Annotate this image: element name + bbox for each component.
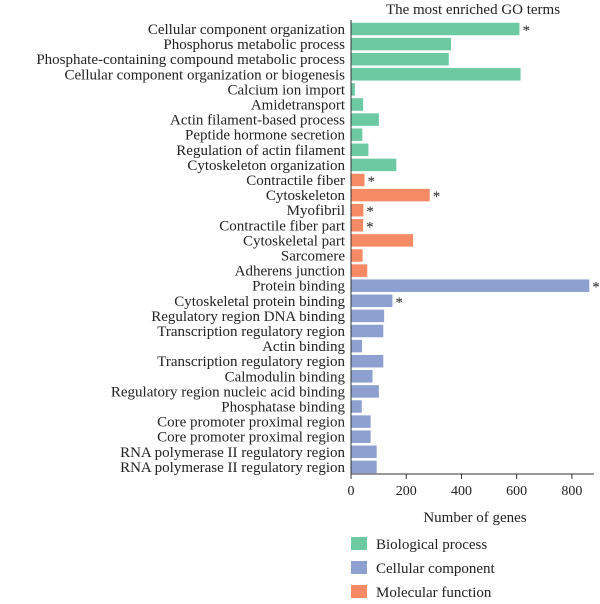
category-label: Actin binding — [262, 339, 345, 355]
bars-layer: ******* — [351, 22, 600, 474]
category-label: Sarcomere — [281, 249, 345, 265]
bar — [351, 158, 397, 172]
bar — [351, 143, 369, 157]
bar — [351, 279, 590, 292]
bar — [351, 68, 521, 81]
bar — [351, 203, 364, 217]
significance-marker: * — [366, 204, 374, 220]
bar — [351, 339, 363, 353]
category-label: Cytoskeleton — [266, 188, 346, 204]
category-label: Phosphorus metabolic process — [163, 37, 345, 53]
significance-marker: * — [368, 174, 376, 190]
category-label: Calmodulin binding — [225, 369, 346, 385]
bar — [351, 22, 520, 36]
category-label: Cytoskeleton organization — [187, 158, 345, 174]
legend-label: Cellular component — [376, 561, 496, 577]
significance-marker: * — [592, 280, 600, 296]
bar — [351, 37, 451, 51]
bar — [351, 234, 414, 247]
category-label: Cellular component organization or bioge… — [65, 67, 346, 83]
category-label: Calcium ion import — [228, 82, 346, 98]
bar — [351, 52, 449, 66]
bar — [351, 309, 385, 323]
x-tick-label: 200 — [396, 484, 417, 499]
bar — [351, 400, 362, 413]
x-axis: 0 200 400 600 800 — [348, 20, 594, 499]
bar — [351, 173, 365, 187]
x-tick-label: 400 — [451, 484, 472, 499]
significance-marker: * — [366, 219, 374, 235]
bar — [351, 460, 377, 474]
bar — [351, 415, 371, 428]
bar — [351, 98, 364, 111]
category-label: Contractile fiber — [246, 173, 345, 189]
significance-marker: * — [433, 189, 441, 205]
category-label: Adherens junction — [235, 264, 346, 280]
category-label: Phosphate-containing compound metabolic … — [36, 52, 345, 68]
category-label: Transcription regulatory region — [157, 354, 345, 370]
category-labels: Cellular component organizationPhosphoru… — [36, 22, 346, 476]
bar — [351, 294, 393, 308]
bar — [351, 354, 384, 368]
category-label: Myofibril — [287, 203, 345, 219]
legend-swatch — [351, 537, 367, 550]
x-tick-label: 600 — [506, 484, 527, 499]
category-label: Actin filament-based process — [170, 113, 345, 129]
bar — [351, 324, 384, 338]
bar — [351, 249, 363, 262]
legend-swatch — [351, 585, 367, 598]
bar — [351, 385, 379, 398]
category-label: Protein binding — [252, 279, 345, 295]
bar — [351, 264, 368, 277]
category-label: Regulatory region DNA binding — [151, 309, 345, 325]
legend: Biological process Cellular component Mole… — [351, 537, 496, 601]
legend-label: Biological process — [376, 537, 487, 553]
significance-marker: * — [395, 295, 403, 311]
category-label: Cellular component organization — [148, 22, 346, 38]
x-tick-label: 0 — [348, 484, 355, 499]
legend-swatch — [351, 561, 367, 574]
x-tick-label: 800 — [561, 484, 582, 499]
bar — [351, 430, 371, 443]
category-label: Contractile fiber part — [219, 218, 346, 234]
category-label: Cytoskeletal part — [243, 233, 346, 249]
bar — [351, 128, 363, 141]
category-label: RNA polymerase II regulatory region — [120, 460, 345, 476]
category-label: Regulatory region nucleic acid binding — [111, 384, 346, 400]
significance-marker: * — [522, 23, 530, 39]
legend-label: Molecular function — [376, 585, 492, 601]
category-label: Transcription regulatory region — [157, 324, 345, 340]
x-axis-label: Number of genes — [423, 510, 526, 526]
bar — [351, 219, 364, 232]
bar — [351, 370, 373, 383]
bar — [351, 188, 430, 202]
bar — [351, 445, 377, 459]
category-label: Regulation of actin filament — [176, 143, 346, 159]
bar — [351, 113, 379, 126]
category-label: Core promoter proximal region — [157, 430, 345, 446]
category-label: Peptide hormone secretion — [185, 128, 345, 144]
category-label: Cytoskeletal protein binding — [174, 294, 345, 310]
bar — [351, 83, 355, 96]
category-label: RNA polymerase II regulatory region — [120, 445, 345, 461]
chart-title: The most enriched GO terms — [386, 2, 560, 18]
category-label: Phosphatase binding — [221, 400, 345, 416]
category-label: Amidetransport — [251, 98, 346, 114]
category-label: Core promoter proximal region — [157, 415, 345, 431]
